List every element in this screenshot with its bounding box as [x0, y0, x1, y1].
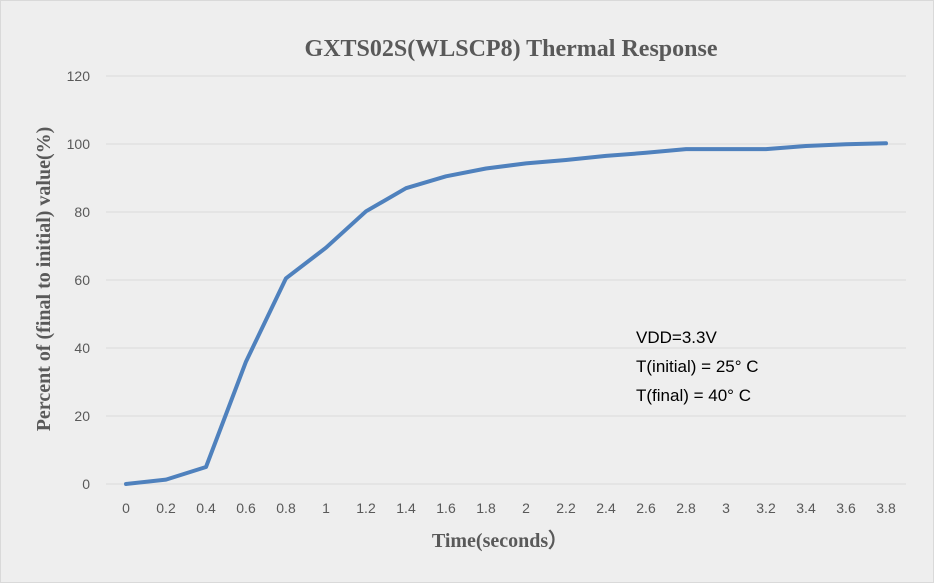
data-point	[444, 174, 448, 178]
x-tick-label: 2.8	[676, 500, 696, 516]
gridlines	[106, 75, 906, 485]
x-tick-label: 0.2	[156, 500, 176, 516]
x-tick-label: 3.2	[756, 500, 776, 516]
data-point	[204, 465, 208, 469]
data-point	[364, 209, 368, 213]
x-tick-label: 0.4	[196, 500, 216, 516]
x-tick-label: 0.6	[236, 500, 256, 516]
annotation-vdd: VDD=3.3V	[636, 328, 717, 347]
x-tick-label: 2	[522, 500, 530, 516]
y-tick-label: 0	[82, 476, 90, 492]
data-point	[884, 141, 888, 145]
y-tick-label: 80	[74, 204, 90, 220]
x-tick-label: 1	[322, 500, 330, 516]
x-tick-label: 1.8	[476, 500, 496, 516]
x-tick-label: 2.2	[556, 500, 576, 516]
data-point	[484, 166, 488, 170]
data-point	[164, 478, 168, 482]
y-tick-label: 60	[74, 272, 90, 288]
x-tick-label: 3	[722, 500, 730, 516]
y-tick-label: 40	[74, 340, 90, 356]
x-tick-label: 3.8	[876, 500, 896, 516]
annotation-t-initial: T(initial) = 25° C	[636, 357, 759, 376]
y-tick-label: 100	[67, 136, 91, 152]
data-point	[124, 482, 128, 486]
data-point	[244, 360, 248, 364]
data-point	[404, 186, 408, 190]
data-point	[324, 246, 328, 250]
y-axis-title: Percent of (final to initial) value(%)	[33, 127, 55, 432]
data-point	[684, 147, 688, 151]
annotation-t-final: T(final) = 40° C	[636, 386, 751, 405]
data-point	[524, 161, 528, 165]
data-point	[644, 151, 648, 155]
series-layer	[124, 141, 888, 486]
x-tick-label: 1.4	[396, 500, 416, 516]
x-axis-ticks: 0 0.2 0.4 0.6 0.8 1 1.2 1.4 1.6 1.8 2 2.2 2.4 2.6 2.8 3…	[122, 500, 896, 516]
x-tick-label: 2.6	[636, 500, 656, 516]
chart-title: GXTS02S(WLSCP8) Thermal Response	[305, 36, 718, 62]
x-tick-label: 1.6	[436, 500, 456, 516]
y-tick-label: 120	[67, 68, 91, 84]
data-point	[724, 147, 728, 151]
data-point	[604, 154, 608, 158]
data-point	[844, 142, 848, 146]
data-point	[804, 144, 808, 148]
x-tick-label: 0	[122, 500, 130, 516]
y-tick-label: 20	[74, 408, 90, 424]
data-point	[564, 158, 568, 162]
series-line-0	[124, 141, 888, 486]
x-tick-label: 1.2	[356, 500, 376, 516]
data-point	[764, 147, 768, 151]
data-point	[284, 276, 288, 280]
x-tick-label: 0.8	[276, 500, 296, 516]
x-axis-title: Time(seconds）	[432, 529, 568, 552]
annotation-box: VDD=3.3V T(initial) = 25° C T(final) = 4…	[636, 328, 759, 405]
y-axis-ticks: 0 20 40 60 80 100 120	[67, 68, 91, 492]
x-tick-label: 3.4	[796, 500, 816, 516]
x-tick-label: 2.4	[596, 500, 616, 516]
x-tick-label: 3.6	[836, 500, 856, 516]
